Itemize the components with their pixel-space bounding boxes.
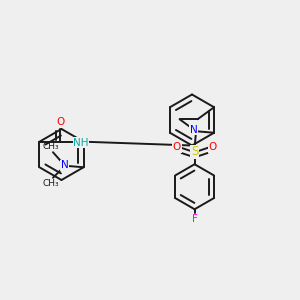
Text: CH₃: CH₃ [42,142,59,152]
Text: S: S [191,145,198,158]
Text: CH₃: CH₃ [42,178,59,188]
Text: N: N [61,160,68,170]
Text: N: N [190,125,198,135]
Text: O: O [208,142,216,152]
Text: NH: NH [73,138,88,148]
Text: O: O [173,142,181,152]
Text: O: O [56,117,64,127]
Text: F: F [192,214,197,224]
